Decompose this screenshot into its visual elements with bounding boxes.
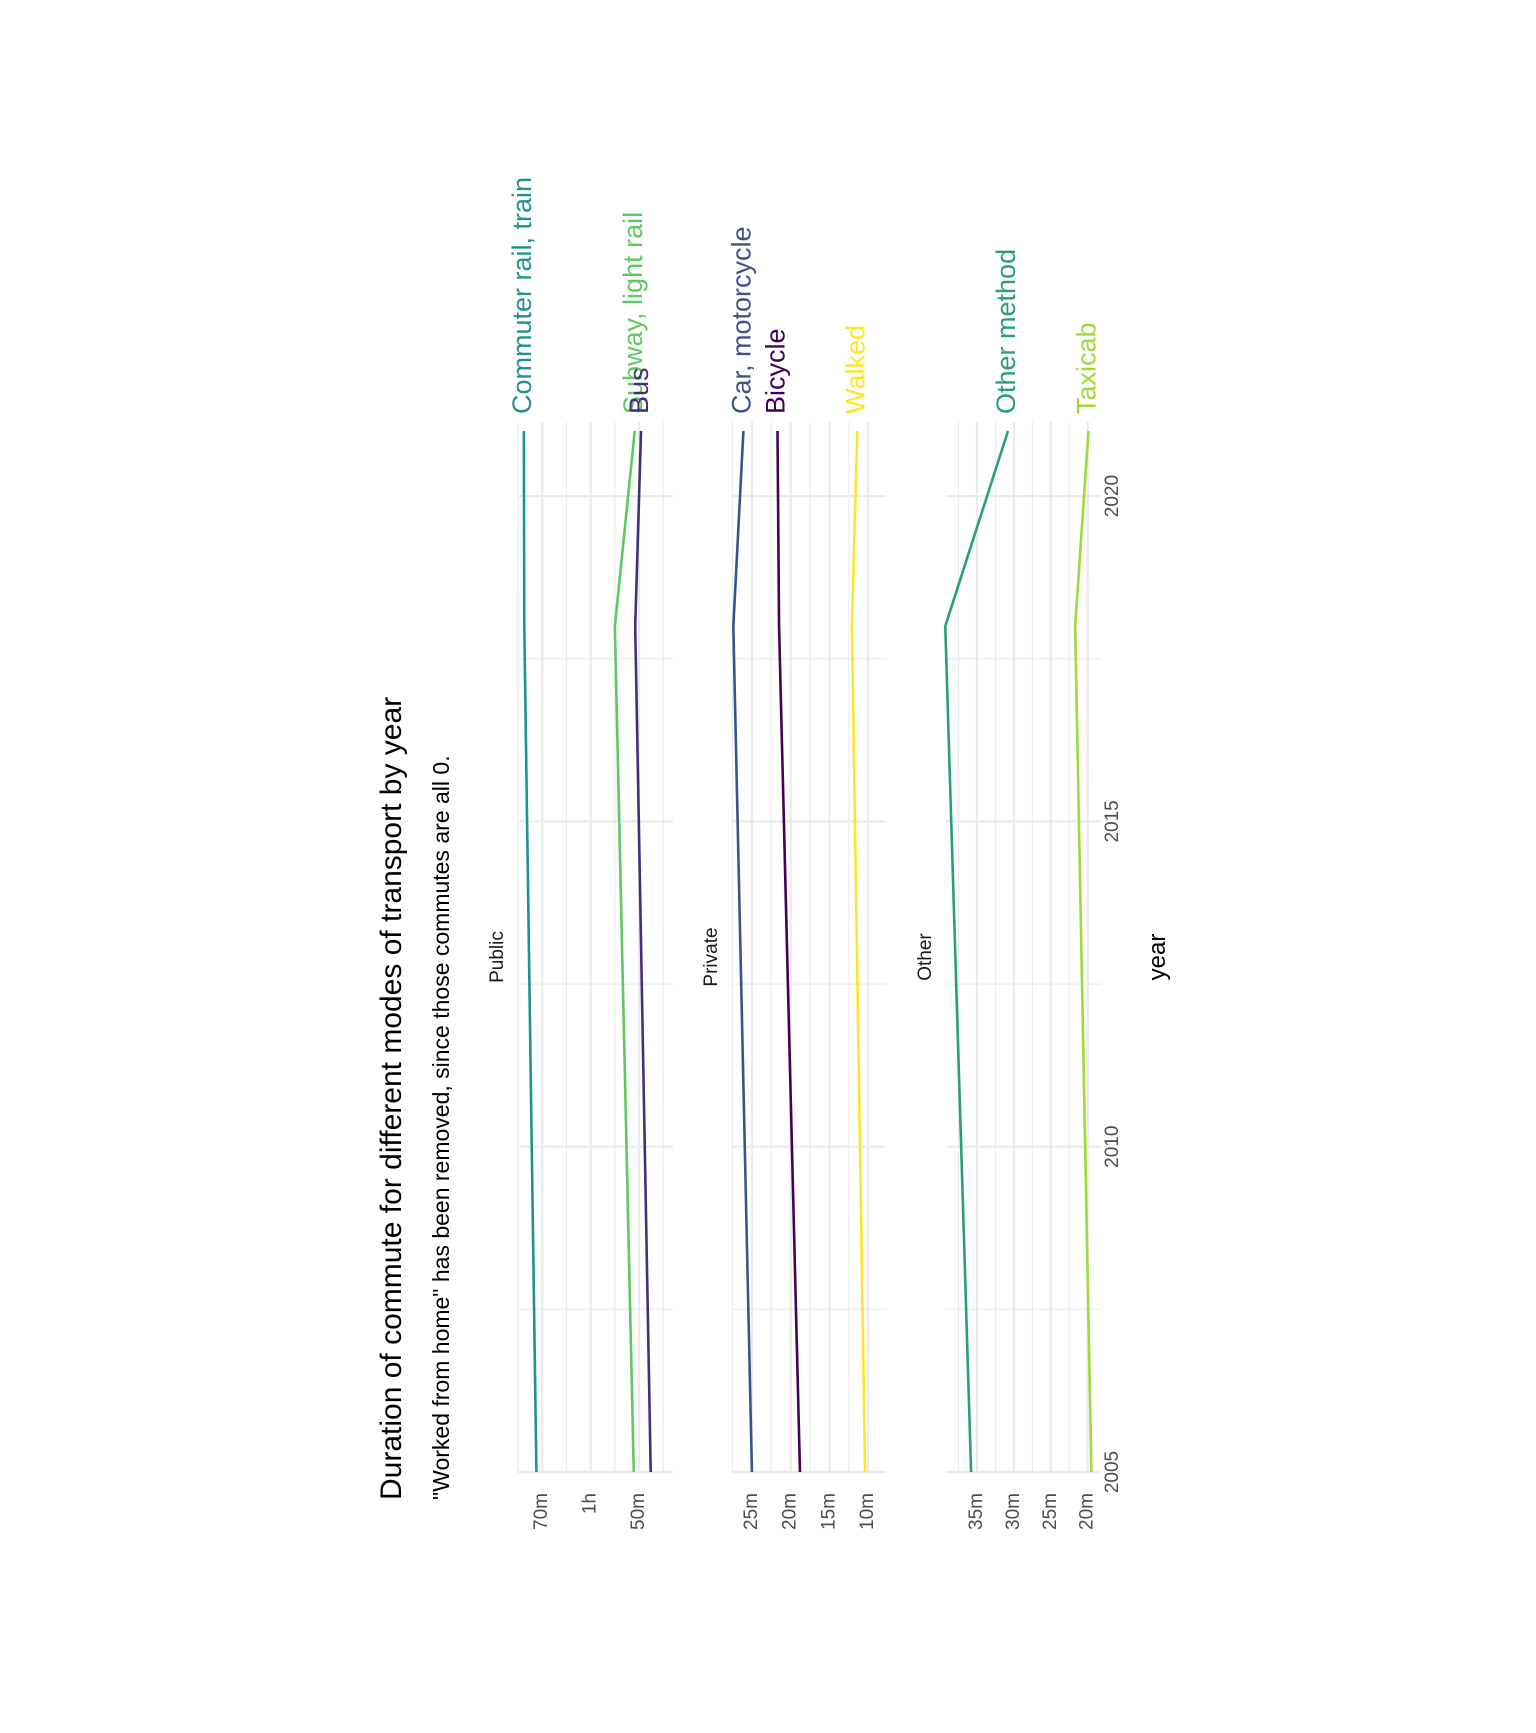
value-tick-label: 20m: [780, 1493, 801, 1530]
series-line: [778, 431, 800, 1472]
series-line: [1075, 431, 1091, 1472]
panel-other: Other 35m 30m 25m 20m Other method Taxicab: [915, 249, 1102, 1530]
series-label: Commuter rail, train: [507, 177, 537, 414]
facet-strip-label: Private: [701, 927, 722, 986]
chart-title: Duration of commute for different modes …: [375, 697, 408, 1500]
series-line: [635, 431, 651, 1472]
value-tick-label: 70m: [531, 1493, 552, 1530]
year-tick-label: 2010: [1102, 1126, 1123, 1168]
facet-strip-label: Other: [915, 933, 936, 981]
value-tick-label: 35m: [966, 1493, 987, 1530]
facet-strip-label: Public: [487, 931, 508, 983]
year-tick-label: 2005: [1102, 1451, 1123, 1493]
series-label: Taxicab: [1072, 322, 1102, 414]
series-label: Other method: [991, 249, 1021, 414]
value-tick-label: 25m: [1040, 1493, 1061, 1530]
value-tick-label: 20m: [1077, 1493, 1098, 1530]
series-line: [524, 431, 537, 1472]
value-tick-label: 10m: [857, 1493, 878, 1530]
panel-private: Private 25m 20m 15m 10m Car, motorcycle Bicycl…: [701, 226, 886, 1530]
value-tick-label: 30m: [1003, 1493, 1024, 1530]
series-label: Walked: [840, 325, 870, 414]
series-label: Bus: [624, 367, 654, 414]
year-tick-label: 2015: [1102, 800, 1123, 842]
value-tick-label: 15m: [818, 1493, 839, 1530]
chart-subtitle: "Worked from home" has been removed, sin…: [428, 755, 454, 1500]
value-tick-label: 25m: [741, 1493, 762, 1530]
series-label: Car, motorcycle: [727, 226, 757, 414]
series-line: [615, 431, 635, 1472]
series-line: [733, 431, 752, 1472]
x-axis-title: year: [1144, 934, 1171, 981]
year-tick-label: 2020: [1102, 475, 1123, 517]
value-tick-label: 1h: [580, 1493, 601, 1514]
value-tick-label: 50m: [628, 1493, 649, 1530]
series-label: Bicycle: [761, 328, 791, 414]
series-line: [852, 431, 865, 1472]
